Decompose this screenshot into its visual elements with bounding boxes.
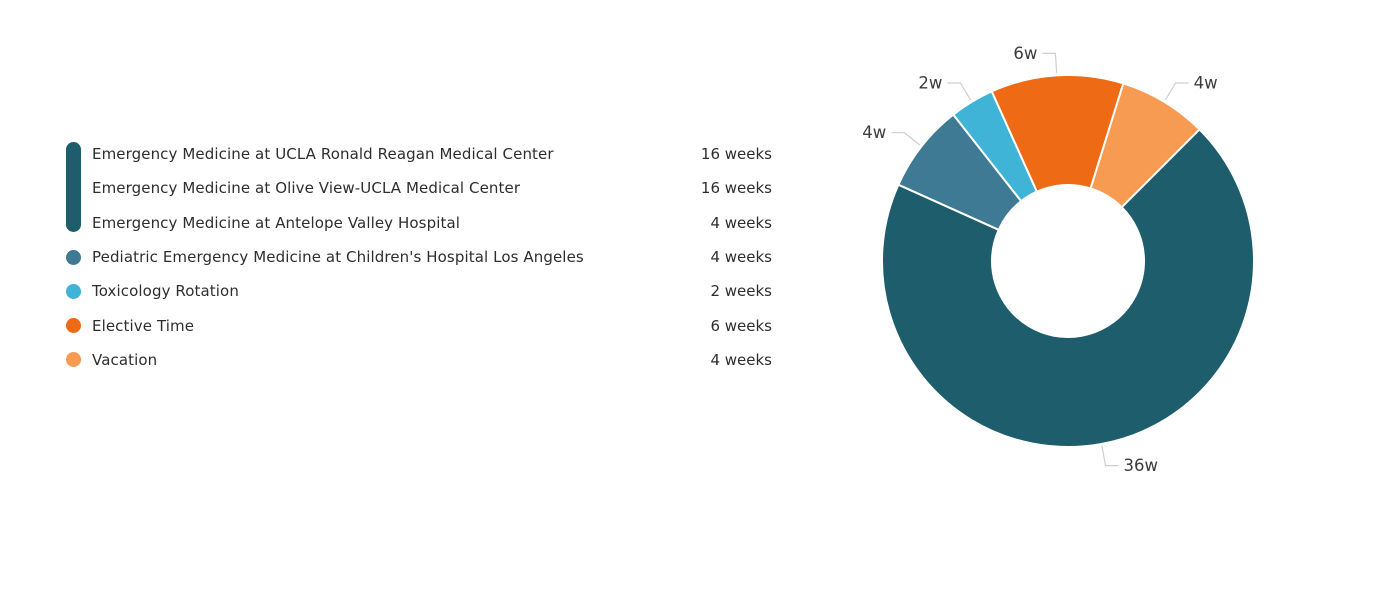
legend-item-value: 4 weeks xyxy=(710,248,772,267)
legend-group-bar-emergency-medicine xyxy=(66,142,81,232)
legend-color-dot-icon xyxy=(66,249,81,265)
legend-item-value: 16 weeks xyxy=(700,145,772,164)
slice-leader-line xyxy=(1101,445,1119,467)
legend-item-label: Emergency Medicine at Olive View-UCLA Me… xyxy=(92,179,521,198)
pie-slice[interactable] xyxy=(952,90,1038,203)
legend-item-label: Pediatric Emergency Medicine at Children… xyxy=(92,248,584,267)
legend-item: Vacation 4 weeks xyxy=(66,343,772,377)
slice-leader-line xyxy=(891,132,921,146)
legend-item-label: Toxicology Rotation xyxy=(92,282,239,301)
legend-item-label: Elective Time xyxy=(92,316,195,335)
legend-dot-marker xyxy=(66,352,92,368)
legend-item-label: Vacation xyxy=(92,350,158,369)
legend-item: Emergency Medicine at UCLA Ronald Reagan… xyxy=(66,137,772,171)
legend-item: Toxicology Rotation 2 weeks xyxy=(66,274,772,308)
slice-leader-line xyxy=(1164,82,1189,101)
legend: Emergency Medicine at UCLA Ronald Reagan… xyxy=(66,137,772,377)
legend-item-value: 4 weeks xyxy=(710,350,772,369)
legend-dot-marker xyxy=(66,249,92,265)
slice-leader-line xyxy=(1042,52,1058,74)
legend-dot-marker xyxy=(66,283,92,299)
legend-item: Emergency Medicine at Olive View-UCLA Me… xyxy=(66,171,772,205)
pie-slice[interactable] xyxy=(881,128,1255,449)
slice-leader-line xyxy=(947,82,972,101)
legend-item: Pediatric Emergency Medicine at Children… xyxy=(66,240,772,274)
legend-item-value: 6 weeks xyxy=(710,316,772,335)
legend-item-label: Emergency Medicine at UCLA Ronald Reagan… xyxy=(92,145,554,164)
legend-item: Elective Time 6 weeks xyxy=(66,308,772,342)
slice-label: 2w xyxy=(918,74,942,93)
slice-label: 4w xyxy=(862,123,886,142)
legend-color-dot-icon xyxy=(66,283,81,299)
legend-item-label: Emergency Medicine at Antelope Valley Ho… xyxy=(92,213,461,232)
legend-color-dot-icon xyxy=(66,318,81,334)
legend-dot-marker xyxy=(66,318,92,334)
slice-label: 4w xyxy=(1194,74,1218,93)
legend-item: Emergency Medicine at Antelope Valley Ho… xyxy=(66,206,772,240)
slice-label: 36w xyxy=(1124,456,1159,475)
legend-item-value: 2 weeks xyxy=(710,282,772,301)
legend-rows: Emergency Medicine at UCLA Ronald Reagan… xyxy=(66,137,772,377)
legend-color-dot-icon xyxy=(66,352,81,368)
slice-label: 6w xyxy=(1013,44,1037,63)
legend-item-value: 4 weeks xyxy=(710,213,772,232)
legend-item-value: 16 weeks xyxy=(700,179,772,198)
